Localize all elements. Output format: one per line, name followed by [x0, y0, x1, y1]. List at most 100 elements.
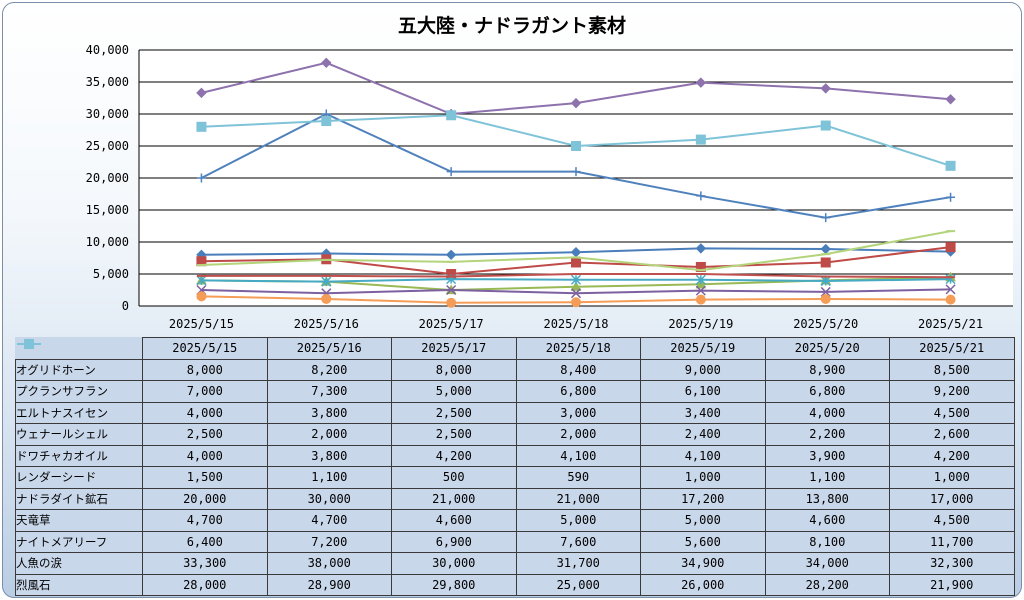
table-cell: 8,200	[266, 358, 392, 381]
data-point	[570, 97, 582, 109]
legend-entry: 烈風石	[15, 338, 143, 596]
series-name: レンダーシード	[16, 470, 97, 485]
data-point	[695, 243, 707, 254]
data-point	[695, 294, 706, 305]
data-point	[196, 291, 207, 302]
table-cell: 4,600	[764, 509, 890, 532]
data-point	[695, 134, 706, 145]
data-point	[571, 257, 581, 268]
data-point	[196, 121, 207, 132]
table-cell: 4,000	[142, 444, 268, 467]
y-tick-label: 5,000	[93, 267, 129, 281]
table-cell: 20,000	[142, 487, 268, 510]
y-tick-label: 40,000	[86, 43, 129, 57]
table-cell: 4,500	[889, 401, 1015, 424]
table-cell: 30,000	[391, 552, 517, 575]
table-cell: 3,000	[515, 401, 641, 424]
legend-entry: 人魚の涙	[15, 338, 143, 575]
data-point	[820, 83, 831, 94]
x-tick-label: 2025/5/16	[294, 317, 359, 331]
table-row: ドワチャカオイル 4,000 3,800 4,200 4,100 4,100 3,900 4,…	[15, 338, 1015, 467]
table-cell: 7,600	[515, 530, 641, 553]
table-cell: 4,500	[889, 509, 1015, 532]
table-column-header: 2025/5/17	[391, 337, 517, 360]
x-tick-label: 2025/5/20	[793, 317, 858, 331]
series-name: ナイトメアリーフ	[16, 534, 108, 549]
table-cell: 4,100	[640, 444, 766, 467]
table-cell: 11,700	[889, 530, 1015, 553]
table-cell: 21,000	[515, 487, 641, 510]
table-cell: 28,900	[266, 573, 392, 596]
table-cell: 6,100	[640, 380, 766, 403]
y-tick-label: 0	[122, 299, 129, 313]
table-cell: 1,000	[889, 466, 1015, 489]
table-cell: 4,200	[889, 444, 1015, 467]
table-cell: 500	[391, 466, 517, 489]
table-cell: 28,000	[142, 573, 268, 596]
table-cell: 3,400	[640, 401, 766, 424]
table-cell: 6,900	[391, 530, 517, 553]
data-table: 2025/5/15 2025/5/16 2025/5/17 2025/5/18 2025…	[15, 337, 1015, 596]
y-tick-label: 10,000	[86, 235, 129, 249]
data-point	[446, 297, 457, 308]
table-cell: 26,000	[640, 573, 766, 596]
y-tick-label: 35,000	[86, 75, 129, 89]
table-cell: 38,000	[266, 552, 392, 575]
table-cell: 3,800	[266, 401, 392, 424]
x-tick-label: 2025/5/18	[543, 317, 608, 331]
table-cell: 3,900	[764, 444, 890, 467]
data-point	[945, 242, 956, 253]
table-cell: 7,200	[266, 530, 392, 553]
table-cell: 4,600	[391, 509, 517, 532]
table-cell: 34,000	[764, 552, 890, 575]
table-row: ウェナールシェル 2,500 2,000 2,500 2,000 2,400 2,200 2,…	[15, 338, 1015, 446]
table-cell: 30,000	[266, 487, 392, 510]
data-point	[820, 257, 831, 268]
table-cell: 1,100	[266, 466, 392, 489]
table-cell: 13,800	[764, 487, 890, 510]
table-cell: 9,200	[889, 380, 1015, 403]
table-cell: 5,000	[391, 380, 517, 403]
table-cell: 7,300	[266, 380, 392, 403]
table-cell: 28,200	[764, 573, 890, 596]
table-cell: 3,800	[266, 444, 392, 467]
data-point	[196, 173, 206, 183]
data-point	[820, 293, 831, 304]
data-point	[445, 249, 457, 261]
data-point	[321, 116, 332, 127]
table-cell: 5,000	[640, 509, 766, 532]
series-name: オグリドホーン	[16, 362, 96, 377]
line-chart-plot: 0 5,000 10,000 15,000 20,000 25,000 30,000 35,0…	[86, 43, 1013, 331]
table-cell: 8,400	[515, 358, 641, 381]
table-cell: 4,700	[142, 509, 268, 532]
table-cell: 8,000	[142, 358, 268, 381]
series-name: ドワチャカオイル	[16, 448, 108, 463]
data-point	[571, 297, 581, 308]
table-column-header: 2025/5/18	[515, 337, 641, 360]
table-cell: 8,500	[889, 358, 1015, 381]
data-point	[570, 281, 582, 291]
table-cell: 17,000	[889, 487, 1015, 510]
data-point	[321, 57, 332, 69]
y-tick-label: 30,000	[86, 107, 129, 121]
data-point	[821, 213, 831, 223]
data-point	[446, 284, 457, 296]
series-6	[196, 291, 956, 308]
table-cell: 4,000	[142, 401, 268, 424]
table-cell: 33,300	[142, 552, 268, 575]
series-name: プクランサフラン	[16, 384, 108, 399]
x-tick-label: 2025/5/17	[419, 317, 484, 331]
legend-entry: レンダーシード	[15, 338, 143, 489]
table-cell: 1,500	[142, 466, 268, 489]
table-row: エルトナスイセン 4,000 3,800 2,500 3,000 3,400 4,000 4,…	[15, 337, 1015, 424]
table-cell: 21,000	[391, 487, 517, 510]
data-point	[945, 294, 956, 305]
table-cell: 4,700	[266, 509, 392, 532]
table-row: ナドラダイト鉱石 20,000 30,000 21,000 21,000 17,200 13…	[15, 339, 1015, 510]
data-point	[695, 274, 706, 285]
data-point	[446, 167, 456, 177]
table-cell: 4,200	[391, 444, 517, 467]
data-point	[196, 275, 207, 286]
table-cell: 2,400	[640, 423, 766, 446]
series-name: 烈風石	[16, 577, 51, 592]
